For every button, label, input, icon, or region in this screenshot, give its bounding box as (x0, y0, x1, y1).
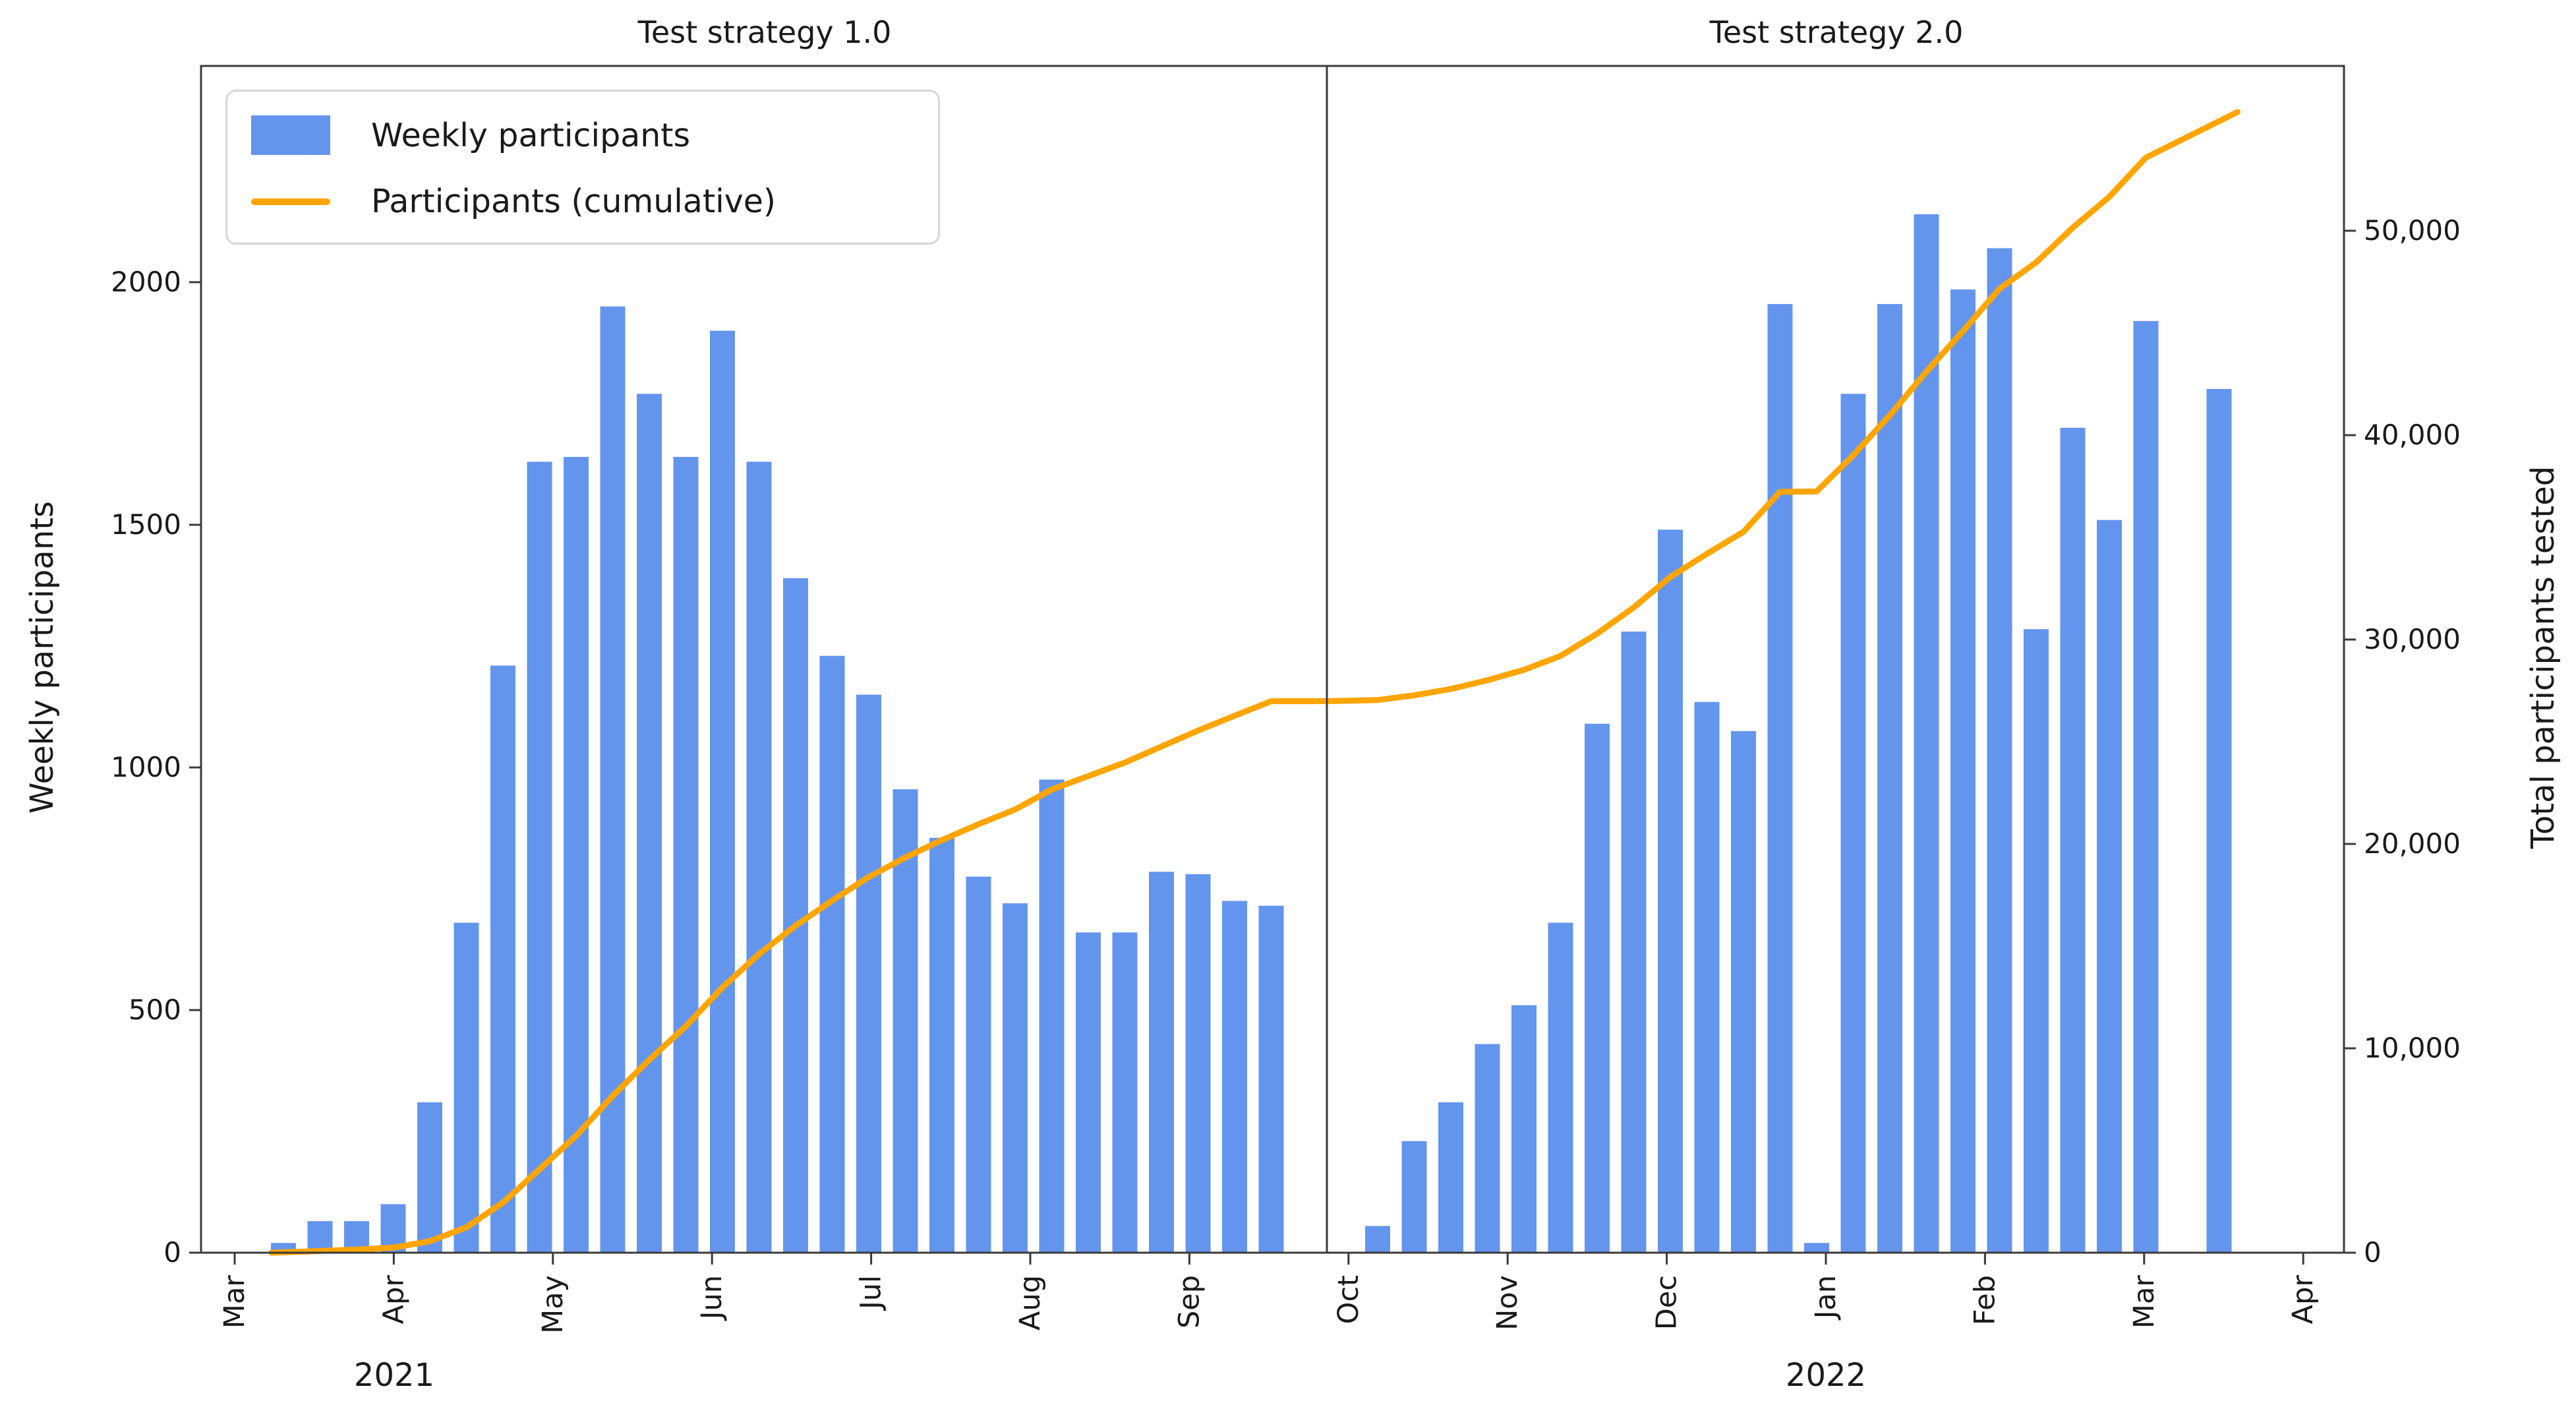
weekly-bar (1365, 1226, 1390, 1253)
x-tick-label-month: Nov (1491, 1275, 1524, 1330)
x-tick-label-month: Mar (218, 1275, 251, 1329)
cumulative-line (268, 109, 2240, 1256)
x-tick-label-month: Apr (377, 1275, 410, 1325)
weekly-bar (1401, 1141, 1427, 1253)
left-y-tick-label: 1500 (111, 508, 181, 541)
weekly-bar (1003, 903, 1028, 1253)
weekly-bar (1621, 631, 1647, 1253)
right-y-tick-label: 40,000 (2364, 419, 2461, 451)
x-tick-label-month: Apr (2287, 1275, 2320, 1325)
x-tick-label-month: May (537, 1275, 570, 1334)
year-label-2022: 2022 (1785, 1357, 1867, 1394)
right-y-tick-label: 30,000 (2364, 623, 2461, 655)
weekly-bar (1804, 1243, 1829, 1253)
weekly-bar (2024, 629, 2049, 1253)
right-y-tick-label: 0 (2364, 1236, 2382, 1269)
weekly-bar (527, 462, 552, 1253)
panel-title-strategy-2: Test strategy 2.0 (1709, 15, 1964, 50)
weekly-bar (2097, 520, 2122, 1253)
legend-line-swatch (251, 198, 330, 205)
x-tick-label-month: Jun (695, 1275, 728, 1321)
weekly-bar (454, 922, 479, 1253)
weekly-bar (710, 330, 735, 1253)
left-y-tick-label: 0 (163, 1236, 181, 1269)
left-y-tick-label: 500 (129, 994, 181, 1026)
weekly-bar (1950, 289, 1976, 1253)
right-y-axis-label: Total participants tested (2525, 465, 2561, 849)
plot-border (200, 65, 2345, 1254)
weekly-bar (2133, 320, 2159, 1253)
weekly-bar (1112, 932, 1138, 1253)
weekly-bar (417, 1102, 442, 1253)
weekly-bar (1438, 1102, 1463, 1253)
weekly-bar (1149, 872, 1174, 1253)
legend-label-weekly: Weekly participants (371, 116, 691, 154)
weekly-bar (673, 456, 699, 1253)
weekly-bar (564, 456, 589, 1253)
weekly-bar (1840, 394, 1866, 1253)
weekly-bar (307, 1221, 333, 1253)
weekly-bar (2060, 427, 2086, 1253)
weekly-bar (1511, 1005, 1537, 1253)
weekly-bar (1914, 214, 1939, 1253)
weekly-bar (1548, 922, 1573, 1253)
weekly-bar (1694, 702, 1720, 1253)
weekly-bar (1767, 304, 1793, 1253)
x-tick-label-month: Dec (1651, 1275, 1683, 1330)
weekly-bar (783, 578, 808, 1253)
legend-bar-swatch (251, 115, 330, 155)
x-tick-label-month: Aug (1014, 1275, 1047, 1330)
x-tick-label-month: Feb (1968, 1275, 2001, 1325)
panel-title-strategy-1: Test strategy 1.0 (637, 15, 892, 50)
weekly-bar (1222, 901, 1247, 1253)
weekly-bar (600, 306, 626, 1253)
x-tick-label-month: Mar (2128, 1275, 2161, 1329)
weekly-bar (1585, 723, 1610, 1253)
weekly-bar (1185, 874, 1211, 1253)
weekly-bar (2206, 388, 2232, 1253)
weekly-bar (1258, 905, 1284, 1253)
year-label-2021: 2021 (353, 1357, 435, 1394)
weekly-bar (1877, 304, 1902, 1253)
weekly-bar (1731, 731, 1756, 1253)
right-y-tick-label: 10,000 (2364, 1032, 2461, 1064)
weekly-bar (637, 394, 662, 1253)
legend-label-cumulative: Participants (cumulative) (371, 183, 776, 220)
legend: Weekly participants Participants (cumula… (225, 90, 940, 245)
legend-row-cumulative: Participants (cumulative) (251, 183, 912, 220)
x-tick-label-month: Sep (1173, 1275, 1206, 1329)
weekly-bar (893, 789, 918, 1253)
right-y-tick-label: 20,000 (2364, 827, 2461, 860)
legend-row-weekly: Weekly participants (251, 115, 912, 155)
weekly-bar (856, 694, 881, 1253)
weekly-bar (1076, 932, 1101, 1253)
weekly-bar (1039, 779, 1065, 1253)
right-y-tick-label: 50,000 (2364, 214, 2461, 247)
weekly-bar (1658, 529, 1683, 1253)
left-y-tick-label: 2000 (111, 266, 181, 298)
left-y-axis-label: Weekly participants (24, 500, 61, 814)
weekly-bar (1475, 1044, 1500, 1253)
left-y-tick-label: 1000 (111, 751, 181, 783)
weekly-bar (929, 837, 954, 1253)
x-tick-label-month: Oct (1332, 1275, 1365, 1324)
weekly-bar (819, 655, 845, 1253)
weekly-bar (1987, 248, 2012, 1253)
x-tick-label-month: Jul (855, 1275, 888, 1311)
weekly-bar (966, 876, 991, 1253)
weekly-bar (746, 462, 772, 1253)
x-tick-label-month: Jan (1809, 1275, 1842, 1321)
weekly-bar (490, 665, 515, 1253)
